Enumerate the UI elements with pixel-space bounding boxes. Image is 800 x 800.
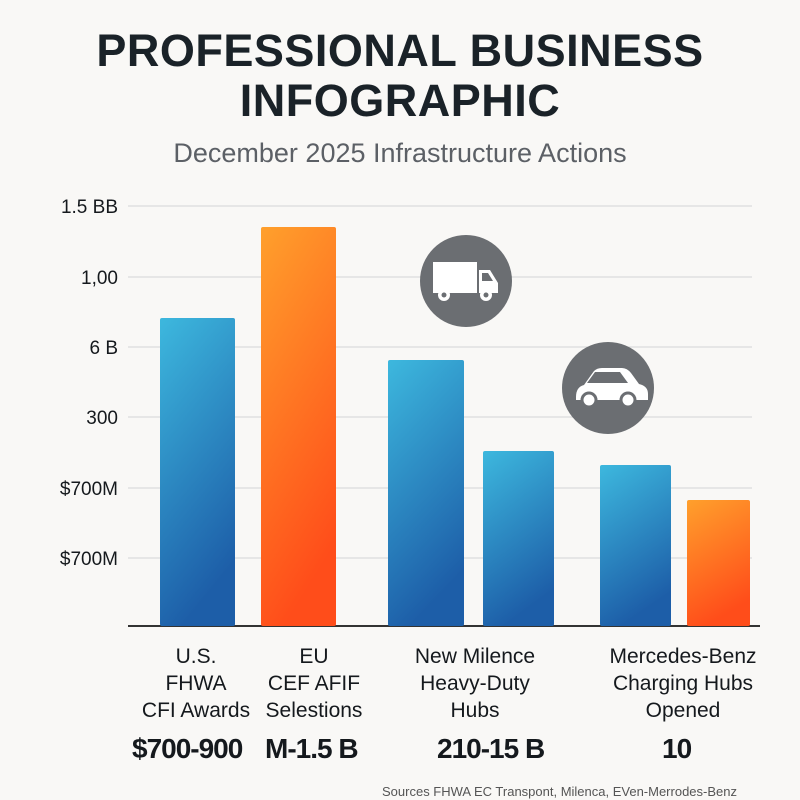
value-label: $700-900: [132, 733, 243, 764]
category-label-line: Heavy-Duty: [420, 672, 530, 695]
y-tick-label: 300: [86, 408, 118, 429]
category-label-line: Selestions: [265, 699, 363, 722]
y-tick-label: 6 B: [89, 338, 118, 359]
chart-subtitle: December 2025 Infrastructure Actions: [173, 138, 627, 168]
category-label: Mercedes-Benz Charging Hubs Opened: [598, 643, 768, 724]
y-tick-label: 1.5 BB: [61, 197, 118, 218]
bar: [261, 227, 336, 626]
category-label-line: Charging Hubs: [612, 672, 754, 695]
y-tick-label: 1,00: [81, 268, 118, 289]
bar: [160, 318, 235, 626]
category-label: EU CEF AFIF Selestions: [229, 643, 399, 724]
category-label-line: Opened: [645, 699, 721, 722]
category-label-line: New Milence: [414, 645, 536, 668]
bar: [388, 360, 464, 626]
category-label-line: CFI Awards: [141, 699, 251, 722]
source-note: Sources FHWA EC Transpont, Milenca, EVen…: [382, 784, 737, 799]
category-label-line: Hubs: [450, 699, 500, 722]
value-label: 210-15 B: [437, 733, 545, 764]
bar: [687, 500, 750, 626]
category-label-line: Mercedes-Benz: [609, 645, 757, 668]
y-tick-label: $700M: [60, 549, 118, 570]
car-icon: [562, 342, 654, 434]
category-label-line: U.S.: [175, 645, 217, 668]
bar: [483, 451, 554, 626]
category-label: New Milence Heavy-Duty Hubs: [390, 643, 560, 724]
chart-title: PROFESSIONAL BUSINESS INFOGRAPHIC: [96, 25, 704, 126]
value-label: 10: [662, 733, 692, 764]
category-label-line: CEF AFIF: [267, 672, 361, 695]
bar: [600, 465, 671, 626]
y-tick-label: $700M: [60, 479, 118, 500]
category-label-line: FHWA: [165, 672, 227, 695]
category-label: U.S. FHWA CFI Awards: [111, 643, 281, 724]
value-label: M-1.5 B: [265, 733, 359, 764]
category-label-line: EU: [299, 645, 329, 668]
truck-icon: [420, 235, 512, 327]
